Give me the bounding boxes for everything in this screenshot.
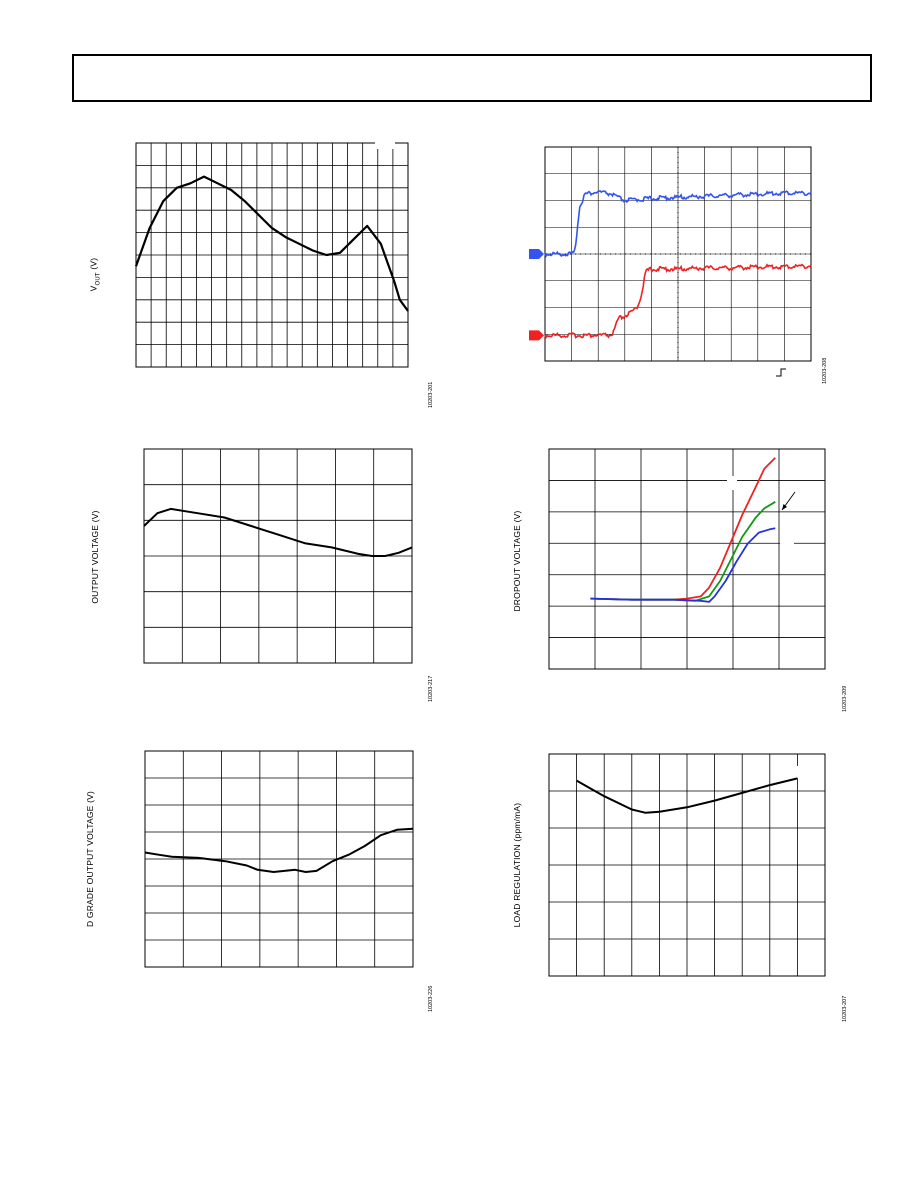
- series-line-0: [134, 175, 409, 312]
- label-gap-1: [727, 476, 737, 490]
- series-line-0: [576, 777, 798, 814]
- load-reg-chart-figure-code: 10203-207: [842, 995, 848, 1022]
- series-line-0: [144, 827, 414, 873]
- channel-2-marker: [529, 330, 544, 341]
- channel-trace-2: [544, 263, 812, 340]
- legend-gap: [375, 141, 395, 149]
- annotation-arrowhead: [782, 504, 787, 510]
- series-line-2: [590, 527, 776, 603]
- series-line-0: [143, 507, 413, 557]
- trigger-edge-icon: [776, 368, 786, 377]
- label-gap-2: [780, 536, 794, 550]
- load-reg-chart-ylabel: LOAD REGULATION (ppm/mA): [512, 802, 522, 928]
- page-header-box: [72, 54, 872, 102]
- label-gap: [794, 766, 808, 778]
- channel-trace-1: [544, 190, 812, 258]
- channel-1-marker: [529, 249, 544, 259]
